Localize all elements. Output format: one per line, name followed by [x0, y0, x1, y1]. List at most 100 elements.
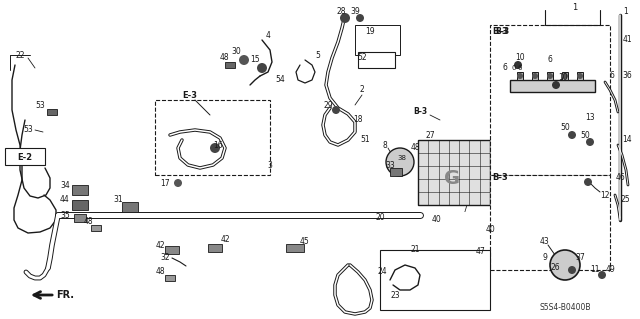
Text: 1: 1 — [572, 4, 578, 12]
Bar — [510, 80, 595, 92]
Bar — [380, 250, 490, 310]
Text: 4: 4 — [266, 31, 271, 40]
Text: 51: 51 — [360, 136, 370, 145]
Bar — [165, 275, 175, 281]
Text: 29: 29 — [323, 100, 333, 109]
Text: 36: 36 — [622, 70, 632, 79]
Bar — [72, 200, 88, 210]
Circle shape — [517, 73, 523, 79]
Text: 48: 48 — [83, 218, 93, 226]
Bar — [418, 140, 490, 205]
Bar — [390, 168, 402, 176]
Circle shape — [210, 143, 220, 153]
Text: 21: 21 — [410, 246, 420, 255]
Text: 34: 34 — [60, 181, 70, 189]
Text: 25: 25 — [620, 196, 630, 204]
Circle shape — [568, 131, 576, 139]
Text: 44: 44 — [60, 196, 70, 204]
Text: 3: 3 — [268, 160, 273, 169]
Text: 14: 14 — [622, 136, 632, 145]
Text: 16: 16 — [213, 140, 223, 150]
Text: 28: 28 — [336, 8, 346, 17]
Text: 27: 27 — [425, 130, 435, 139]
Text: 41: 41 — [622, 35, 632, 44]
Text: 48: 48 — [219, 54, 229, 63]
Circle shape — [552, 81, 560, 89]
Text: 6: 6 — [502, 63, 508, 72]
Text: 11: 11 — [590, 265, 600, 275]
Text: 8: 8 — [383, 140, 387, 150]
Text: 50: 50 — [580, 130, 590, 139]
Circle shape — [568, 266, 576, 274]
Bar — [122, 202, 138, 212]
Text: S5S4-B0400B: S5S4-B0400B — [540, 303, 591, 313]
Bar — [577, 72, 583, 80]
Text: 33: 33 — [385, 160, 395, 169]
Text: 9: 9 — [543, 254, 547, 263]
Circle shape — [239, 55, 249, 65]
Bar — [358, 52, 395, 68]
Text: 10: 10 — [515, 54, 525, 63]
Text: 42: 42 — [220, 235, 230, 244]
Circle shape — [174, 179, 182, 187]
Text: 37: 37 — [575, 254, 585, 263]
Circle shape — [598, 271, 606, 279]
Text: 0-6: 0-6 — [511, 65, 523, 71]
Text: 30: 30 — [231, 48, 241, 56]
Text: B-3: B-3 — [413, 108, 427, 116]
Circle shape — [584, 178, 592, 186]
Text: 38: 38 — [397, 155, 406, 161]
Circle shape — [340, 13, 350, 23]
Text: 53: 53 — [23, 125, 33, 135]
Bar — [490, 175, 610, 270]
Bar — [91, 225, 101, 231]
Text: 12: 12 — [600, 190, 610, 199]
Text: 49: 49 — [605, 265, 615, 275]
Circle shape — [550, 250, 580, 280]
Text: 45: 45 — [300, 238, 310, 247]
Bar — [74, 214, 86, 222]
Text: 43: 43 — [540, 238, 550, 247]
Text: 18: 18 — [353, 115, 363, 124]
Bar — [47, 109, 57, 115]
Bar — [532, 72, 538, 80]
Text: FR.: FR. — [56, 290, 74, 300]
Text: 5: 5 — [316, 50, 321, 60]
Circle shape — [562, 73, 568, 79]
Text: 42: 42 — [155, 241, 165, 249]
Circle shape — [332, 106, 340, 114]
Bar — [355, 25, 400, 55]
Text: 53: 53 — [35, 100, 45, 109]
Text: 40: 40 — [485, 226, 495, 234]
Text: 48: 48 — [155, 268, 165, 277]
Text: 32: 32 — [160, 254, 170, 263]
Text: 13: 13 — [585, 114, 595, 122]
Text: 2: 2 — [360, 85, 364, 94]
Text: 31: 31 — [113, 196, 123, 204]
Text: 50: 50 — [560, 123, 570, 132]
Text: 54: 54 — [275, 76, 285, 85]
Circle shape — [356, 14, 364, 22]
Bar — [547, 72, 553, 80]
Text: G: G — [444, 168, 460, 188]
Bar — [155, 100, 270, 175]
Bar — [517, 72, 523, 80]
Text: 39: 39 — [350, 8, 360, 17]
Text: 47: 47 — [475, 248, 485, 256]
Text: 7: 7 — [463, 205, 467, 214]
Text: 19: 19 — [365, 27, 375, 36]
Circle shape — [514, 61, 522, 69]
Text: 10: 10 — [558, 73, 568, 83]
Text: 40: 40 — [432, 216, 442, 225]
Text: 6: 6 — [548, 56, 552, 64]
Text: 23: 23 — [390, 291, 400, 300]
Bar — [286, 244, 304, 252]
Text: 46: 46 — [615, 174, 625, 182]
Text: 15: 15 — [250, 56, 260, 64]
Text: E-2: E-2 — [17, 152, 33, 161]
Text: B-3: B-3 — [492, 27, 508, 36]
Text: 17: 17 — [160, 179, 170, 188]
Text: 35: 35 — [60, 211, 70, 219]
Text: 52: 52 — [357, 54, 367, 63]
Text: 22: 22 — [15, 50, 25, 60]
